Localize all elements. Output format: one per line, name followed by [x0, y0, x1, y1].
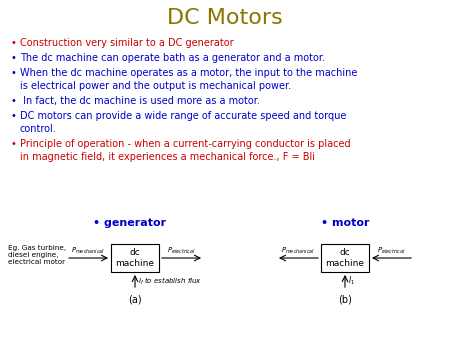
Text: • motor: • motor: [321, 218, 369, 228]
Text: $P_{mechanical}$: $P_{mechanical}$: [281, 246, 315, 256]
Text: DC Motors: DC Motors: [167, 8, 283, 28]
Text: is electrical power and the output is mechanical power.: is electrical power and the output is me…: [20, 81, 291, 91]
Text: DC motors can provide a wide range of accurate speed and torque: DC motors can provide a wide range of ac…: [20, 111, 346, 121]
Bar: [111, 244, 159, 272]
Text: in magnetic field, it experiences a mechanical force., F = Bli: in magnetic field, it experiences a mech…: [20, 152, 315, 162]
Text: $P_{electrical}$: $P_{electrical}$: [377, 246, 406, 256]
Text: Principle of operation - when a current-carrying conductor is placed: Principle of operation - when a current-…: [20, 139, 351, 149]
Text: $P_{mechanical}$: $P_{mechanical}$: [72, 246, 106, 256]
Text: In fact, the dc machine is used more as a motor.: In fact, the dc machine is used more as …: [20, 96, 260, 106]
Text: When the dc machine operates as a motor, the input to the machine: When the dc machine operates as a motor,…: [20, 68, 357, 78]
Text: Construction very similar to a DC generator: Construction very similar to a DC genera…: [20, 38, 234, 48]
Text: •: •: [10, 53, 16, 63]
Text: • generator: • generator: [94, 218, 166, 228]
Text: Eg. Gas turbine,
diesel engine,
electrical motor: Eg. Gas turbine, diesel engine, electric…: [8, 245, 66, 265]
Text: •: •: [10, 111, 16, 121]
Text: The dc machine can operate bath as a generator and a motor.: The dc machine can operate bath as a gen…: [20, 53, 325, 63]
Text: (a): (a): [128, 295, 142, 305]
Bar: [321, 244, 369, 272]
Text: dc
machine: dc machine: [325, 248, 364, 268]
Text: dc
machine: dc machine: [116, 248, 154, 268]
Text: $I_f$ to establish flux: $I_f$ to establish flux: [138, 275, 202, 287]
Text: •: •: [10, 96, 16, 106]
Text: (b): (b): [338, 295, 352, 305]
Text: •: •: [10, 139, 16, 149]
Text: $P_{electrical}$: $P_{electrical}$: [167, 246, 196, 256]
Text: •: •: [10, 68, 16, 78]
Text: •: •: [10, 38, 16, 48]
Text: control.: control.: [20, 124, 57, 134]
Text: $I_1$: $I_1$: [348, 275, 355, 287]
